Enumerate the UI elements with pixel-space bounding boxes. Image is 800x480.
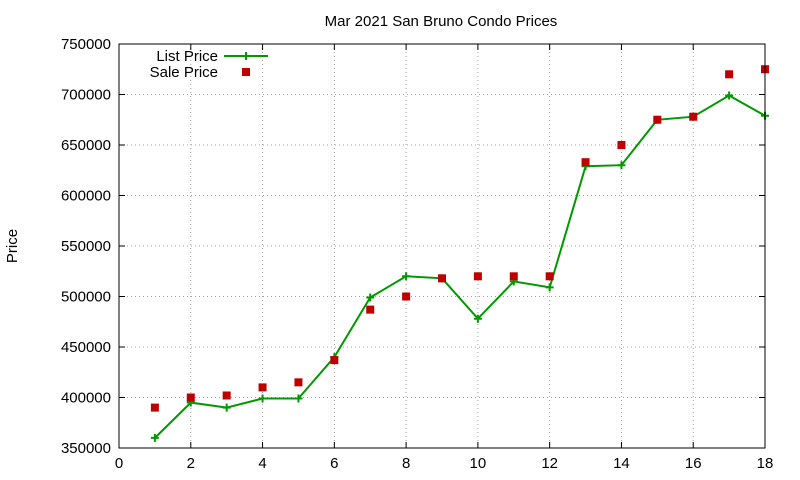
x-tick-label: 12 — [541, 455, 558, 472]
sale-price-point — [330, 356, 339, 365]
x-tick-label: 8 — [402, 455, 410, 472]
sale-price-point — [689, 112, 698, 121]
legend-marker-list-price — [242, 52, 250, 60]
y-tick-label: 700000 — [61, 87, 111, 104]
list-price-point — [617, 161, 626, 170]
chart-title: Mar 2021 San Bruno Condo Prices — [325, 13, 558, 30]
sale-price-point — [581, 158, 590, 167]
sale-price-point — [653, 115, 662, 124]
x-tick-label: 10 — [470, 455, 487, 472]
list-price-point — [366, 293, 375, 302]
sale-price-point — [222, 391, 231, 400]
plot-frame — [118, 43, 766, 449]
legend: List Price Sale Price — [150, 48, 268, 81]
list-price-point — [150, 433, 159, 442]
list-price-point — [545, 283, 554, 292]
legend-marker-sale-price — [242, 68, 250, 76]
sale-price-point — [509, 272, 518, 281]
sale-price-point — [402, 292, 411, 301]
sale-price-point — [186, 393, 195, 402]
y-tick-label: 550000 — [61, 238, 111, 255]
legend-label-sale-price: Sale Price — [150, 64, 218, 81]
y-tick-label: 400000 — [61, 390, 111, 407]
grid — [119, 44, 765, 448]
list-price-point — [402, 272, 411, 281]
legend-label-list-price: List Price — [156, 48, 218, 65]
sale-price-point — [294, 378, 303, 387]
list-price-point — [294, 394, 303, 403]
x-tick-label: 6 — [330, 455, 338, 472]
y-tick-label: 450000 — [61, 339, 111, 356]
list-price-line — [154, 94, 766, 439]
x-tick-label: 14 — [613, 455, 630, 472]
sale-price-point — [438, 274, 446, 283]
list-price-point — [725, 91, 734, 100]
x-tick-label: 4 — [258, 455, 266, 472]
x-tick-label: 16 — [685, 455, 702, 472]
y-axis-label: Price — [4, 229, 21, 263]
sale-price-point — [366, 305, 375, 314]
axis-tick-labels: 0 2 4 6 8 10 12 14 16 18 350000 400000 450000 500000 5… — [61, 36, 773, 472]
y-tick-label: 600000 — [61, 188, 111, 205]
sale-price-point — [545, 272, 554, 281]
y-tick-label: 350000 — [61, 440, 111, 457]
sale-price-point — [150, 403, 159, 412]
y-tick-label: 750000 — [61, 36, 111, 53]
sale-price-point — [258, 383, 267, 392]
y-tick-label: 500000 — [61, 289, 111, 306]
x-tick-label: 0 — [115, 455, 123, 472]
sale-price-point — [725, 70, 734, 79]
x-tick-label: 2 — [187, 455, 195, 472]
series-layer — [150, 65, 769, 442]
list-price-point — [473, 314, 482, 323]
sale-price-point — [473, 272, 482, 281]
list-price-point — [222, 403, 231, 412]
list-price-point — [258, 394, 267, 403]
sale-price-point — [617, 141, 626, 149]
y-tick-label: 650000 — [61, 137, 111, 154]
x-tick-label: 18 — [757, 455, 774, 472]
